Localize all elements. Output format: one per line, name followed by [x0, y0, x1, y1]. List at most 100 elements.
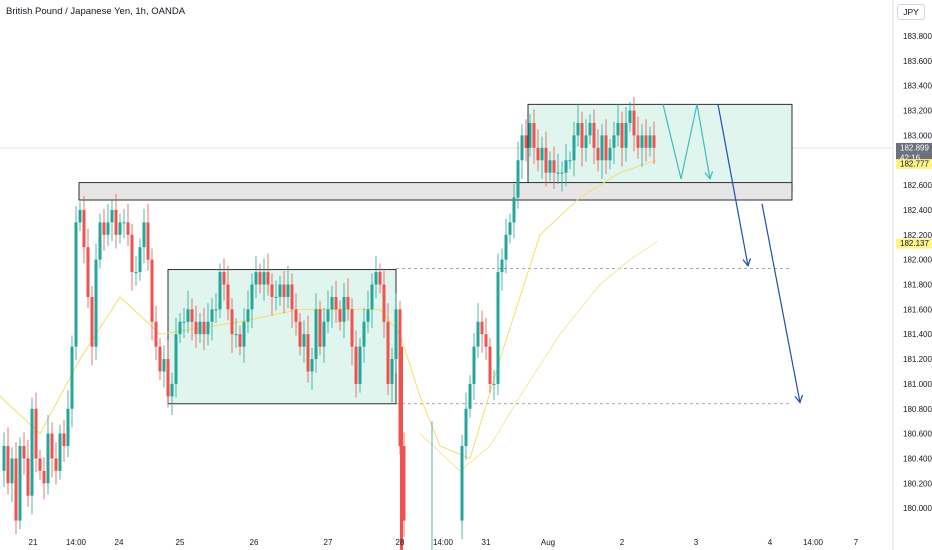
- candle: [512, 197, 516, 223]
- candle: [460, 446, 464, 521]
- candle: [536, 147, 540, 161]
- candle: [330, 296, 334, 310]
- ma-slow-badge: 182.137: [900, 239, 929, 248]
- candle: [78, 209, 82, 223]
- candle: [110, 209, 114, 223]
- candle: [370, 284, 374, 310]
- candle: [26, 458, 30, 496]
- candle: [624, 122, 628, 148]
- candle: [294, 309, 298, 322]
- candle: [278, 284, 282, 297]
- candle: [378, 272, 382, 285]
- countdown-badge: 42:16: [900, 153, 921, 162]
- candle: [6, 446, 10, 484]
- time-axis-label: 14:00: [803, 538, 824, 547]
- candle: [616, 122, 620, 136]
- candle: [162, 359, 166, 372]
- candle: [564, 160, 568, 173]
- ma-slow-line: [419, 240, 659, 472]
- candle: [170, 383, 174, 397]
- candle: [266, 272, 270, 285]
- candle: [182, 321, 186, 323]
- candle: [612, 135, 616, 148]
- projection-arrow-blue_down_1: [717, 104, 749, 267]
- candle: [402, 446, 406, 521]
- time-axis-label: 25: [176, 538, 185, 547]
- candle: [584, 135, 588, 148]
- candle: [30, 408, 34, 496]
- candle: [644, 135, 648, 148]
- candle: [270, 284, 274, 297]
- candle: [528, 122, 532, 148]
- candle: [556, 172, 560, 174]
- candle: [346, 296, 350, 310]
- candle: [214, 309, 218, 311]
- candle: [302, 334, 306, 347]
- candle: [500, 259, 504, 273]
- price-scale-label: 180.800: [903, 405, 932, 414]
- candle: [354, 346, 358, 384]
- candle: [10, 458, 14, 484]
- projection-arrow-blue_down_1-head: [742, 258, 752, 268]
- candle: [608, 147, 612, 161]
- candle: [102, 222, 106, 235]
- candle: [632, 110, 636, 136]
- ma-fast-badge-bg: [896, 159, 932, 170]
- candle: [234, 334, 238, 336]
- candle: [600, 135, 604, 161]
- price-scale-label: 183.200: [903, 107, 932, 116]
- candle: [50, 433, 54, 459]
- candle: [382, 284, 386, 322]
- time-axis-label: 2: [620, 538, 625, 547]
- candle: [298, 321, 302, 347]
- candle: [588, 122, 592, 136]
- candle: [54, 458, 58, 471]
- countdown-badge-bg: [896, 152, 932, 163]
- price-scale-label: 183.000: [903, 131, 932, 140]
- candle: [322, 321, 326, 347]
- time-axis-label: 14:00: [433, 538, 454, 547]
- candle: [222, 272, 226, 285]
- candle: [18, 446, 22, 521]
- price-scale-label: 183.400: [903, 82, 932, 91]
- currency-button[interactable]: JPY: [897, 4, 925, 20]
- candle: [572, 135, 576, 161]
- candle: [358, 346, 362, 384]
- price-scale-label: 181.600: [903, 305, 932, 314]
- candle: [230, 309, 234, 335]
- candle: [242, 321, 246, 347]
- candle: [142, 222, 146, 248]
- ma-slow-badge-bg: [896, 238, 932, 249]
- candle: [350, 309, 354, 347]
- candle: [250, 284, 254, 310]
- candle: [262, 272, 266, 285]
- price-scale-label: 180.600: [903, 430, 932, 439]
- candle: [648, 135, 652, 148]
- candle: [122, 222, 126, 224]
- price-scale-label: 182.600: [903, 181, 932, 190]
- candle: [504, 234, 508, 260]
- candle: [202, 321, 206, 335]
- candle: [338, 309, 342, 322]
- candle: [390, 359, 394, 384]
- candle: [22, 446, 26, 459]
- candle: [94, 259, 98, 347]
- projection-arrow-blue_down_2-head: [794, 394, 804, 404]
- time-axis-label: 3: [694, 538, 699, 547]
- candle: [74, 222, 78, 347]
- candle: [508, 222, 512, 235]
- projection-arrow-blue_down_2: [761, 203, 801, 403]
- candle: [178, 321, 182, 335]
- candle: [310, 359, 314, 372]
- candle: [314, 309, 318, 360]
- candle: [126, 222, 130, 235]
- candle: [246, 309, 250, 322]
- candle: [596, 147, 600, 161]
- candle: [218, 272, 222, 310]
- candle: [464, 408, 468, 447]
- time-axis-label: 14:00: [66, 538, 87, 547]
- zone-accumulation_range: [167, 269, 397, 405]
- candle: [472, 346, 476, 384]
